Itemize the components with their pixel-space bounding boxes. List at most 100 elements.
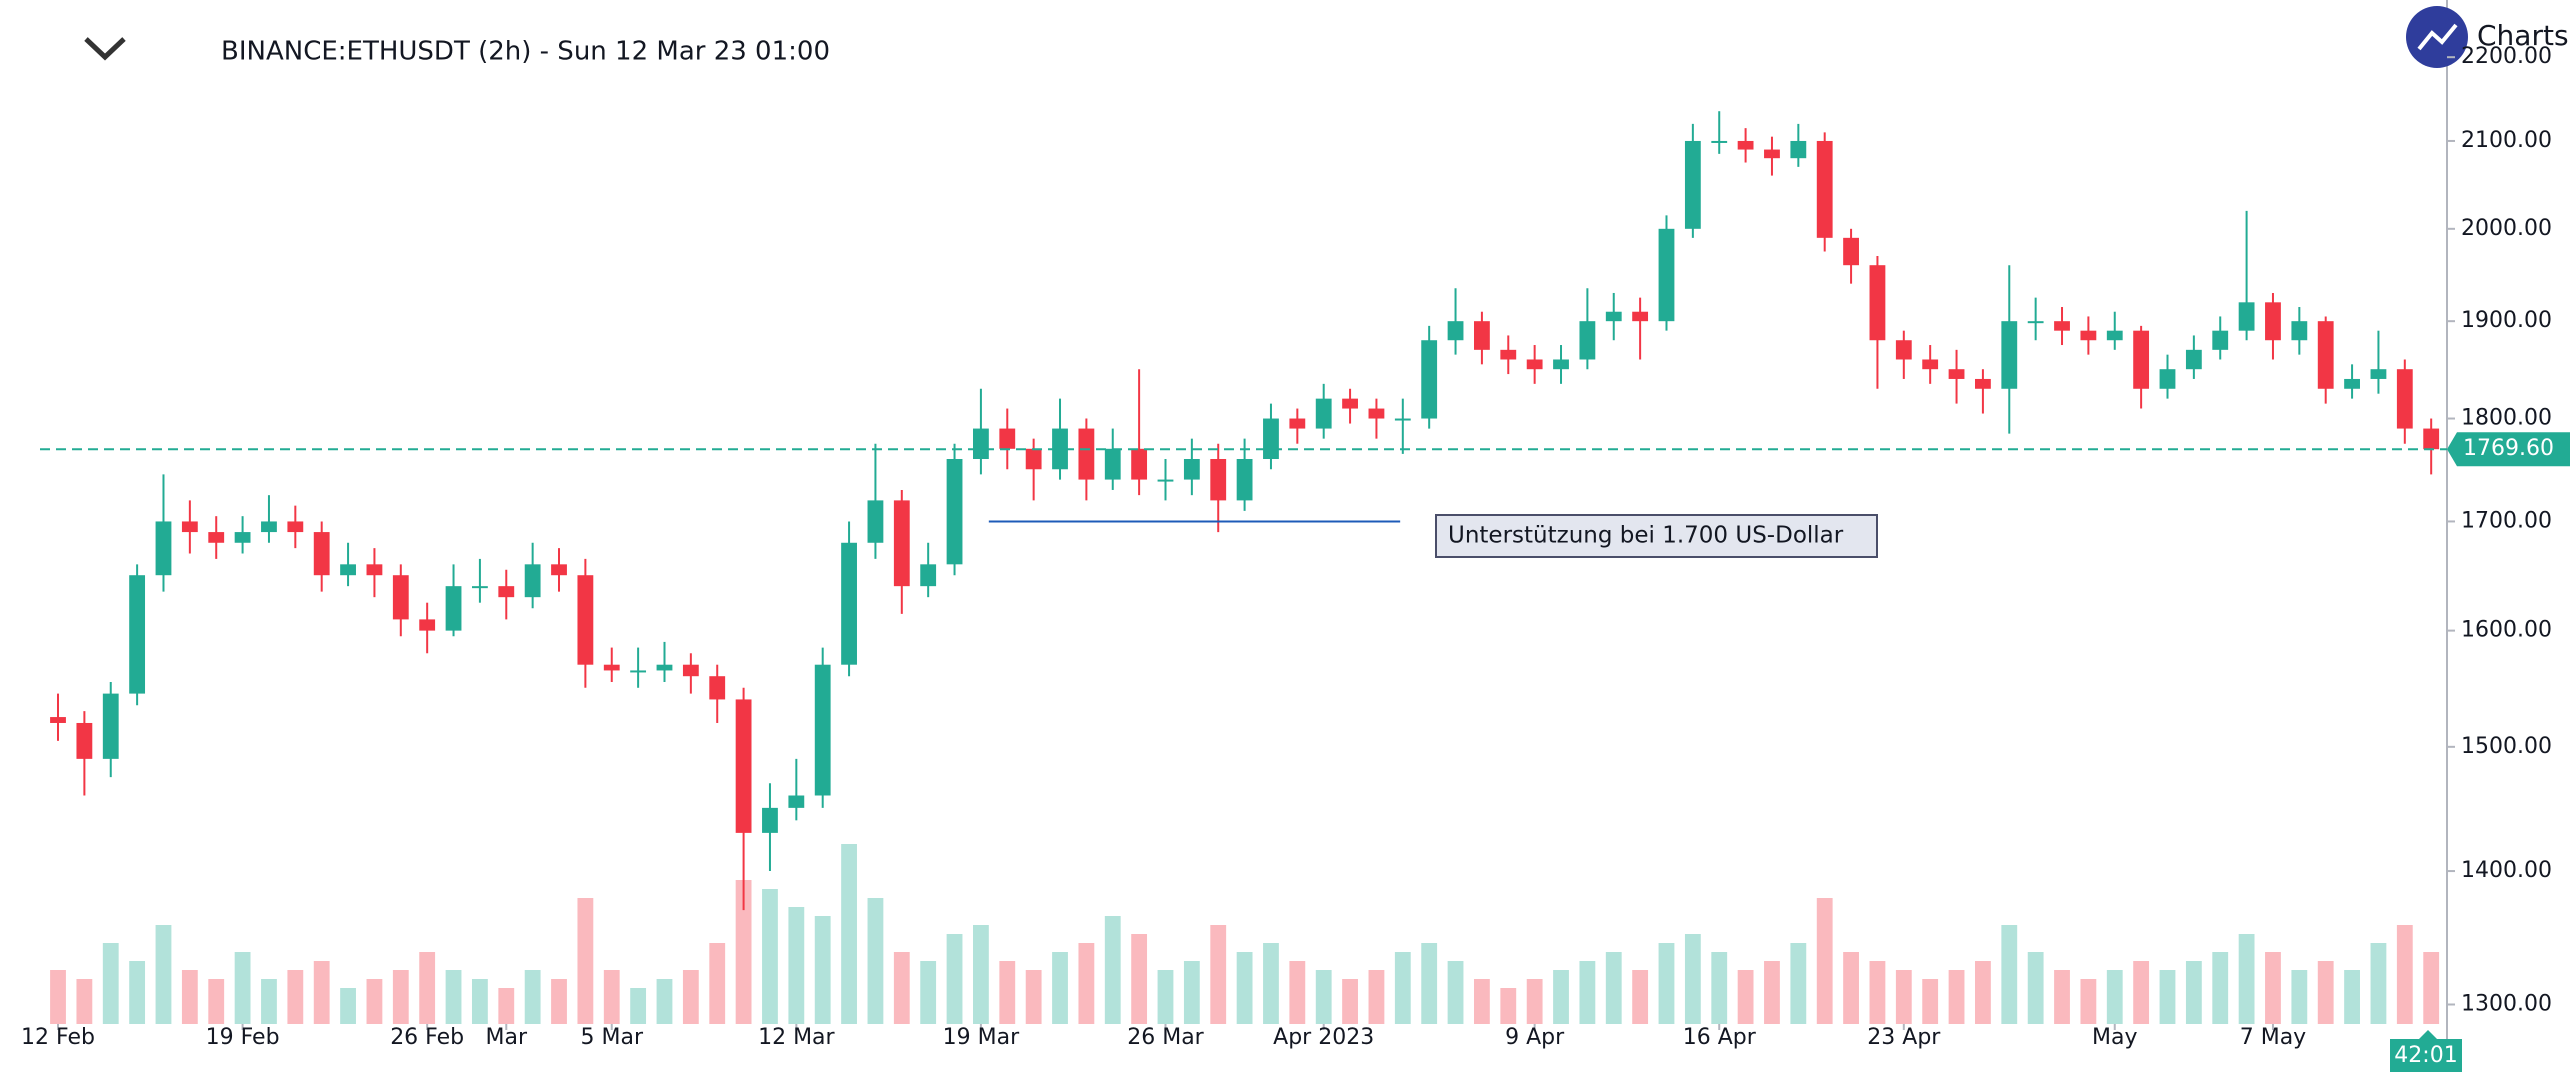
volume-bar: [1263, 943, 1279, 1024]
volume-bar: [551, 979, 567, 1024]
candle-body: [1816, 140, 1833, 238]
volume-bar: [1816, 898, 1833, 1024]
candle-body: [1553, 359, 1569, 370]
candle-body: [1447, 321, 1464, 341]
candle-body: [867, 500, 884, 543]
candle-body: [682, 664, 699, 677]
candle-body: [1236, 458, 1253, 501]
annotation-text: Unterstützung bei 1.700 US-Dollar: [1448, 523, 1844, 549]
volume-bar: [2291, 970, 2308, 1024]
candle-body: [2396, 369, 2413, 429]
volume-bar: [2370, 943, 2387, 1024]
y-tick-label: 1600.00: [2461, 618, 2552, 643]
volume-bar: [1289, 961, 1306, 1024]
candle-body: [208, 532, 225, 543]
candle-body: [1869, 265, 1886, 341]
candle-body: [1421, 340, 1438, 419]
candle-body: [50, 717, 66, 723]
volume-bar: [656, 979, 673, 1024]
candle-body: [1737, 140, 1754, 150]
candle-body: [893, 500, 910, 587]
candle-body: [1526, 359, 1543, 370]
volume-bar: [920, 961, 937, 1024]
volume-bar: [762, 889, 778, 1024]
volume-bar: [1843, 952, 1859, 1024]
y-tick-label: 2000.00: [2461, 216, 2552, 241]
candle-body: [1895, 340, 1912, 360]
candle-body: [1500, 349, 1517, 360]
candle-body: [630, 670, 647, 673]
candle-body: [155, 521, 172, 576]
volume-bar: [709, 943, 726, 1024]
y-tick-label: 1300.00: [2461, 992, 2552, 1017]
candle-body: [498, 586, 515, 598]
annotation-box: [1435, 514, 1878, 558]
volume-bar: [366, 979, 383, 1024]
candle-body: [1579, 321, 1596, 360]
volume-bar: [1157, 970, 1174, 1024]
volume-bar: [1632, 970, 1649, 1024]
candle-body: [419, 619, 436, 631]
candle-body: [1025, 448, 1042, 470]
volume-bar: [1368, 970, 1385, 1024]
candle-body: [234, 532, 251, 543]
x-tick-label: May: [2092, 1025, 2137, 1050]
volume-bar: [1474, 979, 1490, 1024]
volume-bar: [50, 970, 66, 1024]
volume-bar: [630, 988, 647, 1024]
x-tick-label: 5 Mar: [581, 1025, 644, 1050]
volume-bar: [814, 916, 831, 1024]
volume-bar: [1052, 952, 1068, 1024]
volume-bar: [471, 979, 488, 1024]
volume-bar: [1922, 979, 1939, 1024]
volume-bar: [2106, 970, 2123, 1024]
volume-bar: [181, 970, 198, 1024]
candle-body: [1342, 398, 1358, 409]
candle-body: [1289, 418, 1306, 429]
candle-body: [2265, 302, 2281, 341]
x-tick-label: 7 May: [2240, 1025, 2306, 1050]
candle-body: [1605, 311, 1622, 322]
volume-bar: [445, 970, 462, 1024]
volume-bar: [2185, 961, 2202, 1024]
candle-body: [1131, 448, 1148, 480]
volume-bar: [1790, 943, 1807, 1024]
collapse-chevron[interactable]: [84, 37, 126, 61]
x-tick-label: 19 Feb: [206, 1025, 280, 1050]
candle-body: [2238, 302, 2255, 331]
volume-bar: [1764, 961, 1780, 1024]
volume-bar: [129, 961, 146, 1024]
candle-body: [1711, 140, 1728, 143]
candle-body: [1104, 448, 1121, 480]
x-tick-label: 12 Feb: [21, 1025, 95, 1050]
volume-bar: [287, 970, 304, 1024]
y-tick-label: 2200.00: [2461, 44, 2552, 69]
volume-bar: [999, 961, 1016, 1024]
candle-body: [1948, 369, 1965, 379]
volume-bar: [867, 898, 884, 1024]
volume-bar: [788, 907, 805, 1024]
x-tick-label: 9 Apr: [1505, 1025, 1565, 1050]
candle-body: [2001, 321, 2018, 389]
volume-bar: [577, 898, 594, 1024]
candle-body: [603, 664, 620, 671]
x-tick-label: 26 Mar: [1127, 1025, 1204, 1050]
volume-bar: [682, 970, 699, 1024]
candle-body: [2159, 369, 2176, 389]
y-tick-label: 1800.00: [2461, 406, 2552, 431]
volume-bar: [2001, 925, 2018, 1024]
volume-bar: [1605, 952, 1622, 1024]
volume-bar: [1895, 970, 1912, 1024]
candle-body: [2185, 349, 2202, 370]
volume-bar: [1975, 961, 1991, 1024]
candle-body: [2291, 321, 2308, 341]
volume-bar: [1684, 934, 1701, 1024]
volume-bar: [498, 988, 515, 1024]
candle-body: [2317, 321, 2334, 389]
candle-body: [2423, 428, 2440, 450]
candle-body: [735, 699, 752, 833]
y-tick-label: 1700.00: [2461, 508, 2552, 533]
y-tick-label: 1900.00: [2461, 308, 2552, 333]
x-tick-label: 26 Feb: [390, 1025, 464, 1050]
volume-bar: [2344, 970, 2360, 1024]
